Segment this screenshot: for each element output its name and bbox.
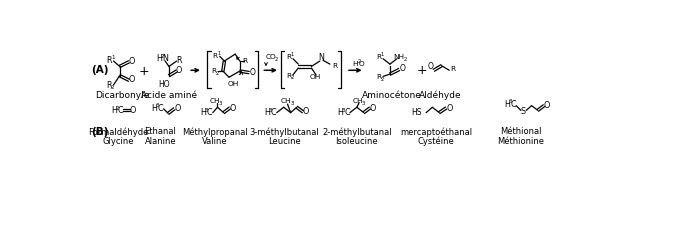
Text: R: R	[211, 68, 216, 74]
Text: R: R	[286, 54, 291, 60]
Text: 3: 3	[219, 101, 222, 106]
Text: R: R	[213, 53, 218, 59]
Text: 2: 2	[116, 106, 119, 111]
Text: Méthionine: Méthionine	[497, 137, 544, 146]
Text: Ethanal: Ethanal	[145, 127, 176, 136]
Text: Valine: Valine	[203, 137, 228, 146]
Text: 1: 1	[217, 51, 221, 56]
Text: 2: 2	[111, 85, 114, 90]
Text: 1: 1	[111, 55, 114, 60]
Text: H: H	[201, 108, 207, 117]
Text: 2: 2	[160, 54, 164, 59]
Text: HS: HS	[412, 108, 422, 117]
Text: C: C	[207, 108, 213, 117]
Text: R: R	[332, 64, 337, 70]
Text: O: O	[303, 107, 309, 116]
Text: H: H	[338, 108, 344, 117]
Text: R: R	[106, 81, 112, 90]
Text: O: O	[174, 104, 180, 112]
Text: 3: 3	[342, 108, 345, 113]
Text: 3: 3	[508, 99, 512, 104]
Text: 3-méthylbutanal: 3-méthylbutanal	[250, 127, 320, 137]
Text: O: O	[229, 104, 236, 112]
Text: H: H	[156, 54, 162, 63]
Text: R: R	[376, 74, 381, 80]
Text: 2-méthylbutanal: 2-méthylbutanal	[322, 127, 392, 137]
Text: 3: 3	[155, 103, 160, 108]
Text: N: N	[162, 54, 168, 63]
Text: Dicarbonyle: Dicarbonyle	[95, 91, 149, 100]
Text: C: C	[118, 106, 123, 115]
Text: H: H	[353, 61, 358, 67]
Text: Glycine: Glycine	[102, 137, 134, 146]
Text: O: O	[399, 64, 405, 73]
Text: CH: CH	[281, 98, 291, 104]
Text: NH: NH	[394, 54, 404, 60]
Text: 3: 3	[205, 108, 209, 113]
Text: R: R	[286, 73, 291, 79]
Text: OH: OH	[310, 74, 321, 80]
Text: OH: OH	[228, 81, 240, 87]
Text: Méthional: Méthional	[500, 127, 542, 136]
Text: CH: CH	[353, 98, 363, 104]
Text: R: R	[376, 54, 381, 60]
Text: H: H	[151, 104, 157, 112]
Text: O: O	[446, 104, 452, 112]
Text: Isoleucine: Isoleucine	[336, 137, 378, 146]
Text: O: O	[130, 106, 136, 115]
Text: C: C	[344, 108, 350, 117]
Text: Acide aminé: Acide aminé	[141, 91, 197, 100]
Text: 2: 2	[357, 59, 361, 64]
Text: S: S	[521, 107, 526, 116]
Text: O: O	[544, 101, 551, 110]
Text: O: O	[128, 56, 135, 66]
Text: R: R	[450, 66, 455, 72]
Text: Aldéhyde: Aldéhyde	[419, 91, 461, 101]
Text: O: O	[128, 75, 135, 84]
Text: N: N	[318, 53, 324, 62]
Text: R: R	[106, 56, 112, 65]
Text: O: O	[359, 61, 364, 67]
Text: R: R	[243, 58, 248, 64]
Text: Alanine: Alanine	[145, 137, 176, 146]
Text: C: C	[271, 108, 277, 117]
Text: CO: CO	[265, 54, 276, 60]
Text: R: R	[176, 56, 182, 65]
Text: H: H	[111, 106, 117, 115]
Text: O: O	[249, 68, 255, 77]
Text: mercaptoéthanal: mercaptoéthanal	[400, 127, 472, 137]
Text: H: H	[264, 108, 271, 117]
Text: +: +	[139, 65, 149, 78]
Text: C: C	[510, 100, 516, 109]
Text: Leucine: Leucine	[268, 137, 301, 146]
Text: Formaldéhyde: Formaldéhyde	[88, 127, 148, 137]
Text: CH: CH	[210, 98, 221, 104]
Text: Cystéine: Cystéine	[418, 136, 454, 146]
Text: Méthylpropanal: Méthylpropanal	[182, 127, 248, 137]
Text: 1: 1	[380, 52, 384, 57]
Text: (A): (A)	[92, 65, 109, 75]
Text: 1: 1	[291, 52, 294, 57]
Text: H: H	[504, 100, 510, 109]
Text: HO: HO	[159, 80, 170, 89]
Text: 3: 3	[291, 101, 294, 106]
Text: 2: 2	[216, 71, 219, 76]
Text: 2: 2	[380, 77, 384, 82]
Text: (B): (B)	[92, 127, 109, 137]
Text: 2: 2	[275, 57, 279, 62]
Text: O: O	[176, 66, 182, 75]
Text: O: O	[428, 62, 433, 71]
Text: Aminocétone: Aminocétone	[361, 91, 421, 100]
Text: O: O	[370, 104, 376, 112]
Text: 3: 3	[362, 101, 365, 106]
Text: C: C	[157, 104, 164, 112]
Text: +: +	[416, 64, 427, 77]
Text: 3: 3	[269, 108, 273, 113]
Text: 2: 2	[404, 57, 407, 62]
Text: 2: 2	[291, 76, 294, 80]
